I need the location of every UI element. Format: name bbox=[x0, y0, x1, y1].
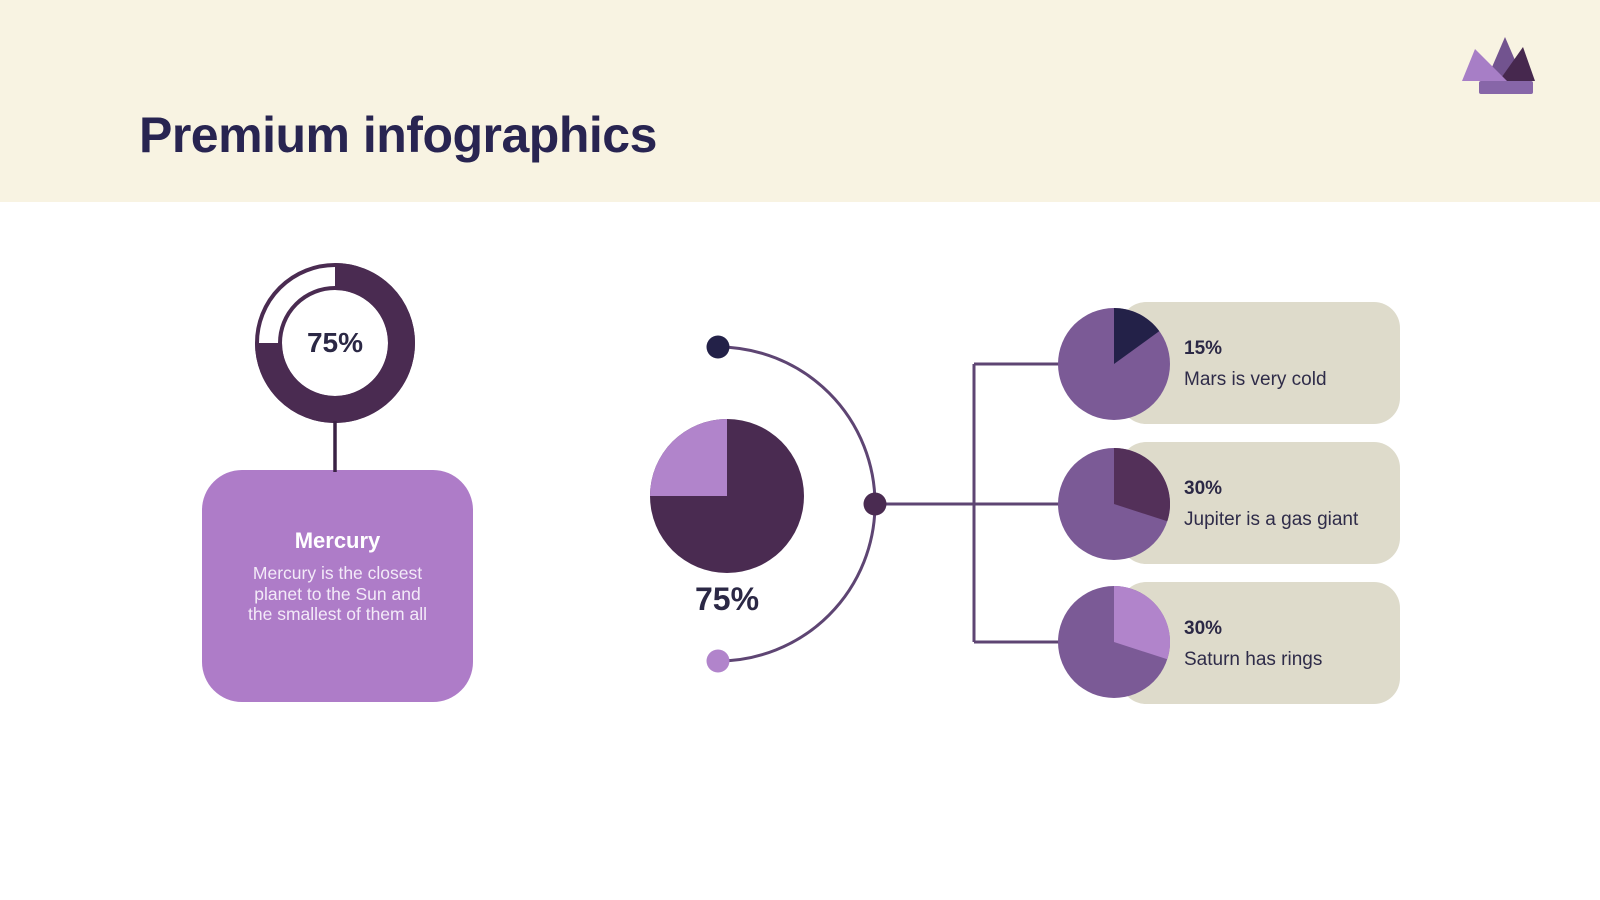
saturn-pie-chart-30 bbox=[1058, 586, 1170, 698]
donut-value-label: 75% bbox=[306, 327, 364, 358]
planet-description: Saturn has rings bbox=[1184, 648, 1323, 670]
header-band bbox=[0, 0, 1600, 202]
mercury-card: Mercury Mercury is the closest planet to… bbox=[202, 470, 473, 702]
orbit-pie-chart-75 bbox=[650, 419, 804, 573]
arc-top-dot bbox=[706, 335, 730, 359]
mars-pie-chart-15 bbox=[1058, 308, 1170, 420]
planet-percent: 30% bbox=[1184, 617, 1223, 639]
planet-card-jupiter: 30% Jupiter is a gas giant bbox=[1120, 442, 1400, 564]
mercury-card-body-line: Mercury is the closest bbox=[252, 563, 423, 583]
jupiter-pie-chart-30 bbox=[1058, 448, 1170, 560]
planet-description: Mars is very cold bbox=[1184, 368, 1327, 390]
mercury-card-body-line: the smallest of them all bbox=[248, 604, 427, 624]
donut-chart-75 bbox=[255, 263, 415, 423]
mercury-card-body-line: planet to the Sun and bbox=[254, 583, 421, 604]
orbit-pie-value-label: 75% bbox=[694, 581, 760, 617]
planet-description: Jupiter is a gas giant bbox=[1184, 508, 1359, 530]
planet-percent: 30% bbox=[1184, 477, 1223, 499]
arc-bottom-dot bbox=[706, 649, 730, 673]
slide-title: Premium infographics bbox=[139, 107, 657, 163]
crown-icon bbox=[1462, 37, 1535, 94]
arc-node-dot bbox=[863, 492, 887, 516]
planet-percent: 15% bbox=[1184, 337, 1223, 359]
mercury-card-title: Mercury bbox=[294, 528, 381, 553]
